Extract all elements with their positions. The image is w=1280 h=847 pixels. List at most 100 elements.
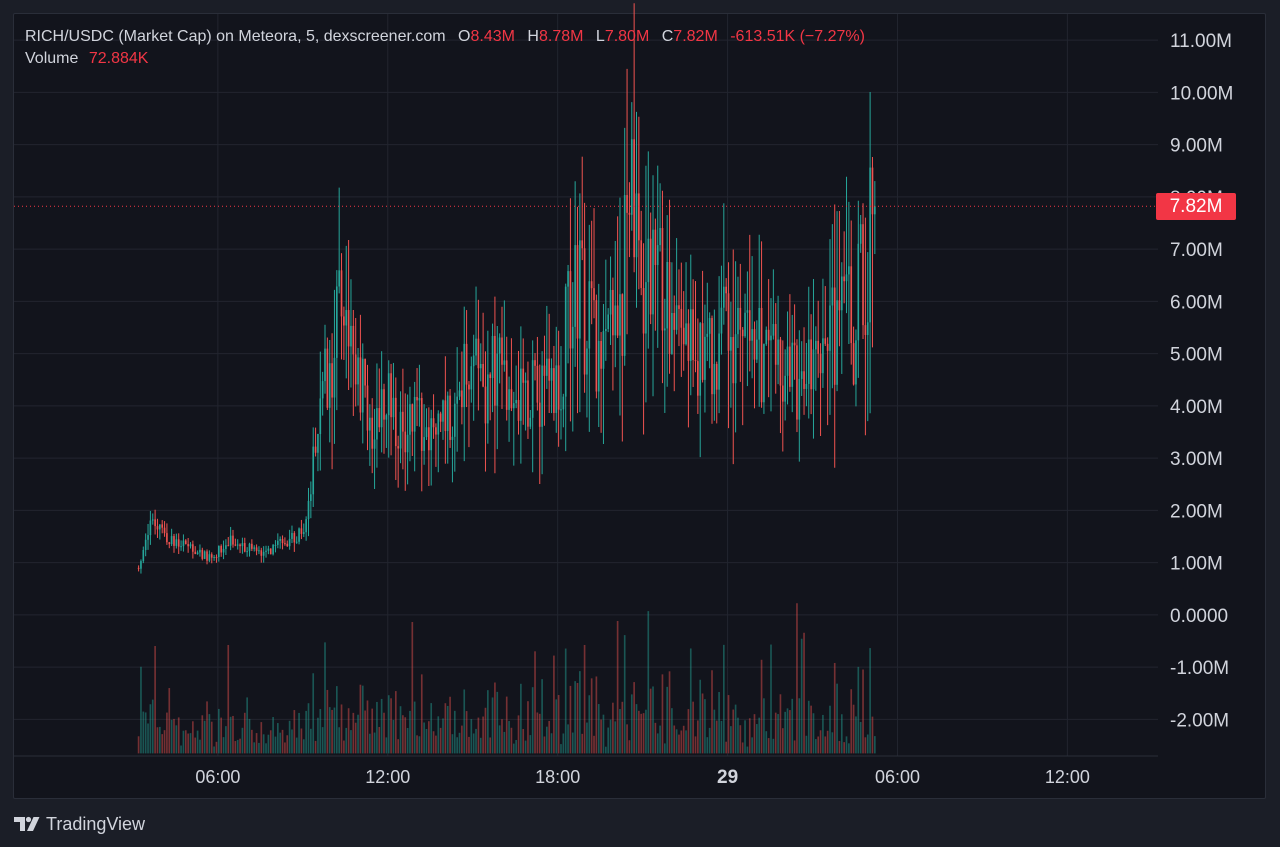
volume-bar xyxy=(166,712,168,754)
candle-body xyxy=(812,349,815,390)
candle-body xyxy=(201,549,204,559)
candle-body xyxy=(352,325,355,355)
time-axis[interactable]: 06:00 12:00 18:00 29 06:00 12:00 xyxy=(195,767,1090,788)
candle-body xyxy=(229,535,232,546)
volume-bar xyxy=(824,736,827,754)
brand[interactable]: TradingView xyxy=(14,812,145,836)
candle-body xyxy=(609,289,612,315)
volume-bar xyxy=(689,648,692,754)
volume-bar xyxy=(335,686,338,754)
candle-body xyxy=(385,415,388,420)
candle-body xyxy=(555,365,558,413)
candle-body xyxy=(781,385,784,402)
volume-bar xyxy=(555,699,558,754)
volume-bar xyxy=(399,706,402,754)
candle-body xyxy=(656,245,659,266)
candle-body xyxy=(630,139,633,215)
volume-bar xyxy=(163,730,166,754)
candle-body xyxy=(491,335,494,378)
volume-bar xyxy=(272,717,274,754)
candle-body xyxy=(335,286,338,358)
candle-body xyxy=(180,546,182,548)
volume-bar xyxy=(855,716,857,754)
candle-body xyxy=(864,325,867,336)
volume-bar xyxy=(416,735,418,754)
volume-bar xyxy=(564,648,567,754)
volume-bar xyxy=(571,732,574,754)
candle-body xyxy=(208,554,211,561)
volume-bar xyxy=(512,743,515,754)
volume-bar xyxy=(711,670,713,754)
candle-body xyxy=(272,544,274,555)
volume-bar xyxy=(307,703,310,754)
candle-body xyxy=(364,358,366,386)
volume-bar xyxy=(284,742,286,754)
volume-bar xyxy=(418,736,421,754)
volume-bar xyxy=(666,686,669,754)
candle-body xyxy=(319,398,322,435)
volume-bar xyxy=(397,739,399,754)
volume-bar xyxy=(484,707,487,754)
price-axis[interactable]: 11.00M10.00M9.00M8.00M7.00M6.00M5.00M4.0… xyxy=(1170,31,1233,731)
volume-bar xyxy=(369,733,371,754)
candle-body xyxy=(213,556,215,558)
volume-bar xyxy=(241,727,244,754)
volume-bar xyxy=(866,734,869,754)
y-tick-label: 6.00M xyxy=(1170,292,1223,313)
candle-body xyxy=(442,400,444,422)
x-tick-label: 12:00 xyxy=(1045,767,1090,787)
volume-bar xyxy=(593,735,595,754)
candle-body xyxy=(616,305,619,336)
volume-bar xyxy=(357,714,359,754)
candle-body xyxy=(505,360,508,410)
low-value: 7.80M xyxy=(604,28,650,45)
candle-body xyxy=(184,540,187,545)
volume-bar xyxy=(184,730,187,754)
volume-bar xyxy=(673,725,676,754)
volume-bar xyxy=(748,718,751,754)
volume-bar xyxy=(668,671,671,754)
volume-bar xyxy=(583,644,586,754)
candle-body xyxy=(515,399,517,404)
candle-body xyxy=(265,550,267,552)
volume-bar xyxy=(192,721,194,754)
volume-bar xyxy=(439,727,442,754)
volume-bar xyxy=(803,632,805,754)
volume-bar xyxy=(392,719,395,754)
candle-body xyxy=(647,238,650,283)
candle-body xyxy=(246,551,248,553)
volume-bar xyxy=(640,713,643,754)
candle-body xyxy=(675,305,678,330)
candle-body xyxy=(394,397,397,447)
volume-bar xyxy=(187,733,189,754)
candle-body xyxy=(451,436,454,440)
volume-bar xyxy=(413,701,416,754)
x-tick-label: 12:00 xyxy=(365,767,410,787)
candle-body xyxy=(305,519,307,533)
candle-body xyxy=(192,544,194,552)
candle-body xyxy=(562,396,565,410)
candle-body xyxy=(387,373,390,416)
volume-bar xyxy=(366,700,369,754)
volume-bar xyxy=(310,728,312,754)
candle-body xyxy=(203,551,206,559)
volume-bar xyxy=(472,733,475,754)
volume-bar xyxy=(623,635,626,754)
candle-body xyxy=(730,337,732,351)
volume-bar xyxy=(600,719,602,754)
candle-body xyxy=(796,345,798,420)
candle-body xyxy=(170,536,173,545)
volume-bar xyxy=(161,734,164,754)
candle-body xyxy=(784,375,786,402)
volume-bar xyxy=(321,727,324,754)
volume-bar xyxy=(435,735,437,754)
volume-bar xyxy=(182,730,185,754)
volume-bar xyxy=(746,746,749,754)
candle-body xyxy=(694,360,697,362)
volume-bar xyxy=(829,705,831,754)
volume-bar xyxy=(215,741,218,754)
candle-body xyxy=(456,396,458,404)
candle-body xyxy=(579,240,581,339)
candle-body xyxy=(137,567,140,569)
